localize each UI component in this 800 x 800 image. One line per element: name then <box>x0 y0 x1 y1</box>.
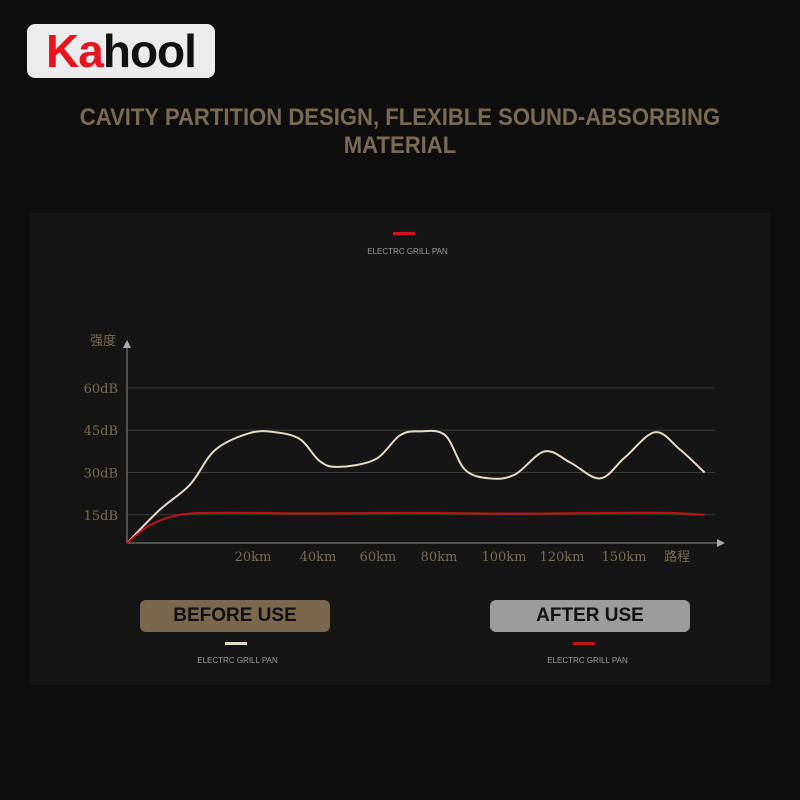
before-use-button[interactable]: BEFORE USE <box>140 600 330 632</box>
headline: CAVITY PARTITION DESIGN, FLEXIBLE SOUND-… <box>79 104 721 159</box>
x-axis-label: 路程 <box>664 549 690 564</box>
x-tick-label: 40km <box>300 550 337 565</box>
x-tick-label: 120km <box>539 550 584 565</box>
x-tick-label: 150km <box>601 550 646 565</box>
series-line-before <box>126 429 706 544</box>
x-tick-label: 80km <box>421 550 458 565</box>
y-tick-label: 15dB <box>84 509 118 524</box>
series-line-after <box>126 511 705 544</box>
y-axis-label: 强度 <box>90 333 116 348</box>
y-tick-label: 60dB <box>84 382 118 397</box>
after-legend-swatch <box>573 642 595 645</box>
after-legend-label: ELECTRC GRILL PAN <box>547 656 628 665</box>
x-axis-arrow-icon <box>717 539 725 547</box>
brand-logo: Ka hool <box>27 24 215 78</box>
x-tick-label: 60km <box>360 550 397 565</box>
after-use-button[interactable]: AFTER USE <box>490 600 690 632</box>
before-legend-label: ELECTRC GRILL PAN <box>197 656 278 665</box>
x-tick-label: 100km <box>481 550 526 565</box>
x-tick-label: 20km <box>235 550 272 565</box>
before-legend-swatch <box>225 642 247 645</box>
top-legend-swatch <box>393 232 415 235</box>
y-tick-label: 45dB <box>84 424 118 439</box>
y-tick-label: 30dB <box>84 467 118 482</box>
top-legend-label: ELECTRC GRILL PAN <box>367 247 448 256</box>
y-axis-arrow-icon <box>123 340 131 348</box>
